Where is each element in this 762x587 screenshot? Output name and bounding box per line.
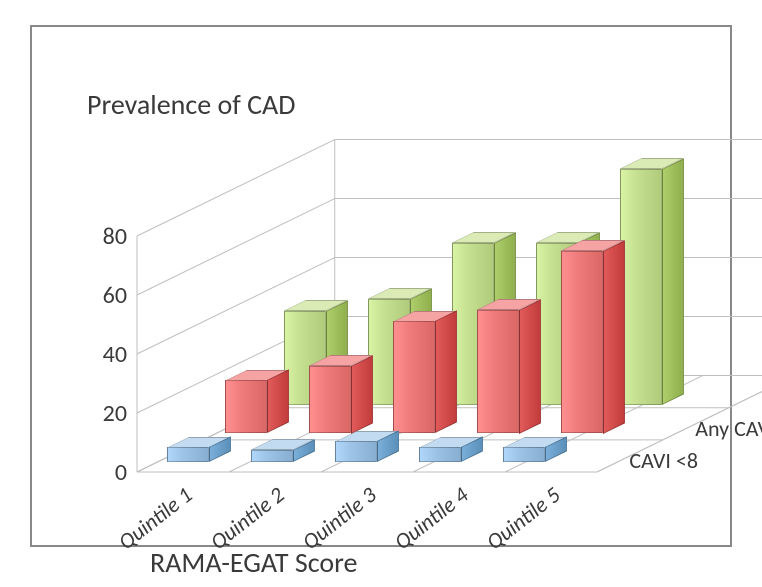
x-axis-title: RAMA-EGAT Score <box>150 545 357 580</box>
y-tick-label: 40 <box>87 340 127 369</box>
y-tick-label: 60 <box>87 281 127 310</box>
series-label: Any CAVI <box>695 415 762 442</box>
plot-3d-area: 020406080 Quintile 1Quintile 2Quintile 3… <box>52 57 752 587</box>
y-tick-label: 20 <box>87 399 127 428</box>
y-tick-label: 0 <box>87 458 127 487</box>
chart-title: Prevalence of CAD <box>87 87 295 122</box>
chart-frame: Prevalence of CAD 020406080 Quintile 1Qu… <box>30 25 732 547</box>
y-tick-label: 80 <box>87 222 127 251</box>
series-label: CAVI <8 <box>629 447 698 474</box>
